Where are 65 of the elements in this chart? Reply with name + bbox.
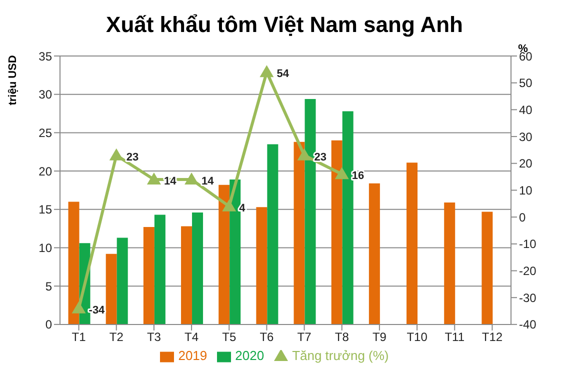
bar	[304, 98, 316, 324]
y-tick-label: 15	[38, 202, 52, 217]
point	[260, 65, 274, 78]
point	[184, 172, 199, 184]
bar	[331, 140, 342, 324]
y2-tick-label: 40	[519, 102, 533, 117]
bar	[154, 214, 166, 324]
point	[334, 167, 349, 180]
y2-tick-label: 50	[519, 76, 533, 90]
y2-tick-label: 10	[519, 183, 533, 198]
y-axis-title: triệu USD	[6, 55, 19, 106]
y2-tick-label: -10	[519, 237, 537, 252]
bar	[267, 144, 278, 324]
bar	[218, 184, 230, 324]
y2-tick-label: -20	[519, 264, 537, 278]
x-tick-label: T5	[222, 330, 236, 344]
bar	[192, 212, 204, 324]
bar	[482, 212, 493, 324]
bar	[116, 238, 128, 324]
legend-label: 2020	[235, 348, 264, 364]
bar	[294, 142, 305, 324]
point	[297, 148, 312, 160]
x-tick-label: T2	[109, 330, 124, 344]
point	[72, 301, 86, 314]
y-tick-label: 25	[38, 126, 52, 140]
x-tick-label: T3	[146, 330, 162, 344]
bar	[68, 202, 80, 324]
bar	[342, 111, 354, 324]
x-tick-label: T11	[444, 330, 465, 344]
point	[109, 148, 124, 160]
y2-tick-label: 30	[519, 130, 533, 144]
x-tick-label: T1	[72, 330, 86, 344]
x-tick-label: T9	[372, 330, 387, 344]
bar	[444, 202, 456, 324]
x-tick-label: T4	[184, 330, 199, 344]
bar	[256, 207, 268, 324]
legend-label: 2019	[178, 348, 208, 364]
y2-tick-label: 0	[519, 210, 526, 224]
y-tick-label: 20	[38, 164, 52, 178]
y2-tick-label: 20	[519, 156, 533, 171]
x-tick-label: T7	[297, 330, 312, 344]
bar	[181, 226, 192, 324]
y2-tick-label: -40	[519, 318, 537, 332]
x-tick-label: T8	[334, 330, 350, 344]
x-tick-label: T12	[482, 330, 503, 344]
bar	[368, 183, 380, 324]
bar	[230, 179, 241, 324]
chart-title: Xuất khẩu tôm Việt Nam sang Anh	[105, 11, 464, 39]
bar	[406, 162, 418, 324]
point	[222, 199, 236, 212]
x-tick-label: T10	[406, 330, 428, 344]
point	[146, 172, 161, 184]
y-tick-label: 5	[45, 279, 52, 294]
data-label: 23	[126, 151, 139, 164]
y2-tick-label: -30	[519, 290, 537, 305]
y-tick-label: 10	[38, 241, 52, 255]
y-tick-label: 0	[45, 318, 52, 332]
legend-label: Tăng trưởng (%)	[292, 348, 389, 364]
y-tick-label: 35	[38, 49, 52, 64]
x-tick-label: T6	[260, 330, 274, 344]
bar	[143, 227, 154, 324]
data-label: 54	[276, 68, 290, 80]
y-tick-label: 30	[38, 88, 52, 102]
bar	[106, 254, 117, 324]
data-label: 14	[202, 175, 215, 188]
